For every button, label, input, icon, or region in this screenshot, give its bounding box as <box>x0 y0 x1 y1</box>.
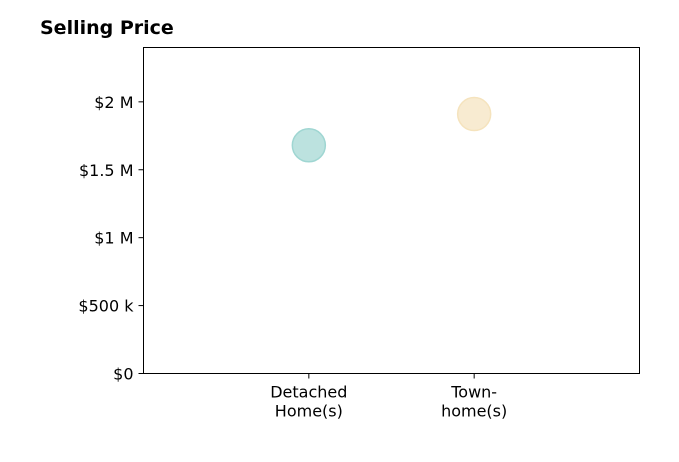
x-tick-label: Town- <box>450 383 497 402</box>
chart-title: Selling Price <box>40 17 174 39</box>
data-points <box>291 96 492 163</box>
x-tick-label: Home(s) <box>275 402 343 421</box>
y-axis: $0 $500 k $1 M $1.5 M $2 M <box>78 93 144 384</box>
y-tick-label: $500 k <box>78 297 134 316</box>
y-tick-label: $0 <box>113 365 133 384</box>
data-point-bubble <box>456 96 492 132</box>
x-tick-label: Detached <box>270 383 347 402</box>
plot-area-frame <box>143 47 640 374</box>
x-tick-label: home(s) <box>441 402 507 421</box>
y-tick-label: $1 M <box>94 229 133 248</box>
y-tick-label: $1.5 M <box>79 161 134 180</box>
y-tick-label: $2 M <box>94 93 133 112</box>
data-point-bubble <box>291 128 327 163</box>
